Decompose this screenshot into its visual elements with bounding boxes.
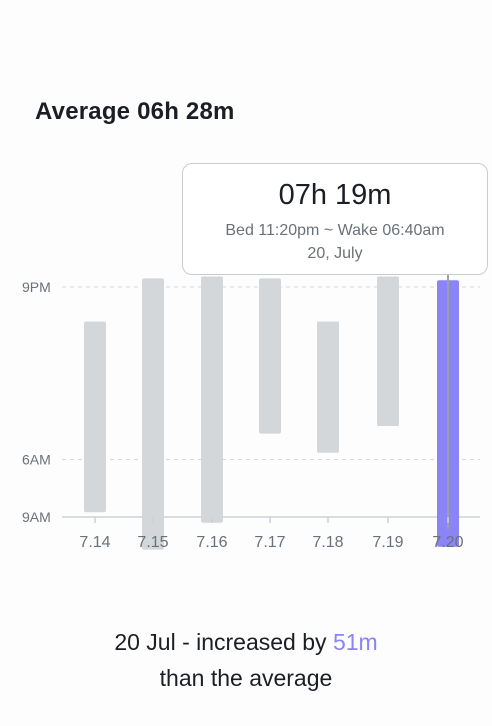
bar [201, 276, 223, 523]
sleep-range-chart: 9PM 6AM 9AM 7.14 7.15 7.16 7.17 7.18 7.19 7.20 [22, 275, 480, 551]
x-tick-label: 7.17 [254, 534, 285, 551]
x-tick-label: 7.16 [196, 534, 227, 551]
x-tick-label: 7.19 [372, 534, 403, 551]
tooltip-duration: 07h 19m [278, 179, 392, 211]
summary-line-2: than the average [159, 665, 333, 691]
summary-line-1: 20 Jul - increased by 51m [0, 624, 492, 660]
x-tick-label: 7.20 [432, 534, 463, 551]
y-tick-label: 9AM [22, 509, 51, 525]
tooltip-date: 20, July [307, 245, 363, 262]
x-tick-label: 7.18 [312, 534, 343, 551]
y-tick-label: 6AM [22, 452, 51, 468]
x-tick-label: 7.15 [137, 534, 168, 551]
sleep-detail-tooltip: 07h 19m Bed 11:20pm ~ Wake 06:40am 20, J… [182, 163, 488, 275]
bar [84, 321, 106, 513]
comparison-summary: 20 Jul - increased by 51m than the avera… [0, 624, 492, 696]
bar [377, 276, 399, 426]
summary-prefix: 20 Jul - increased by [114, 629, 333, 655]
bar [259, 278, 281, 434]
summary-increase-value: 51m [332, 629, 378, 655]
x-tick-label: 7.14 [79, 534, 110, 551]
average-sleep-title: Average 06h 28m [35, 98, 235, 125]
bar [142, 278, 164, 550]
tooltip-bed-wake-range: Bed 11:20pm ~ Wake 06:40am [225, 222, 445, 239]
bar [317, 321, 339, 453]
y-tick-label: 9PM [22, 279, 51, 295]
